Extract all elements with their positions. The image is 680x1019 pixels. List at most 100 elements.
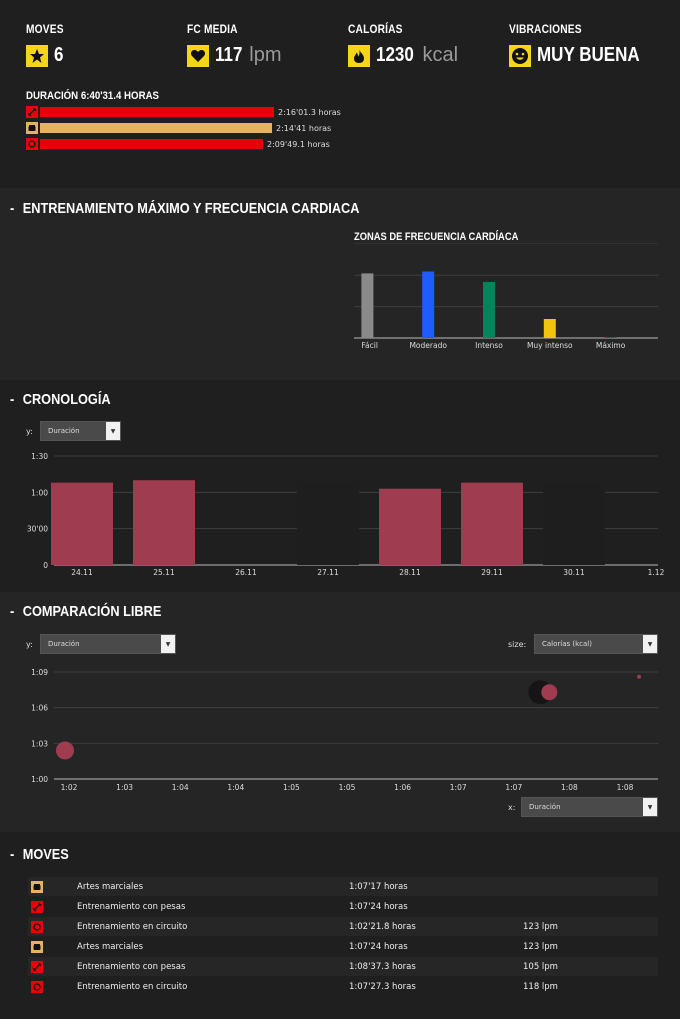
moves-section: - MOVES Artes marciales 1:07'17 horas Ent… <box>0 832 680 1019</box>
moves-stat: MOVES 6 <box>26 22 70 67</box>
duration-row: 2:09'49.1 horas <box>26 138 330 150</box>
fist-icon <box>26 122 38 134</box>
training-section-title[interactable]: - ENTRENAMIENTO MÁXIMO Y FRECUENCIA CARDI… <box>10 200 360 217</box>
collapse-icon[interactable]: - <box>10 391 15 408</box>
y-axis-selector-label: y: <box>26 640 33 649</box>
x-tick-label: 1:08 <box>561 783 578 792</box>
chronology-section: - CRONOLOGÍA y: Duración ▼ 0 30'00 1:00 1:30… <box>0 380 680 592</box>
zones-title: ZONAS DE FRECUENCIA CARDÍACA <box>354 231 519 243</box>
zone-bar <box>543 319 556 338</box>
y-tick-label: 1:09 <box>31 668 48 677</box>
y-axis-select-value: Duración <box>48 640 80 648</box>
zone-label: Muy intenso <box>527 341 573 350</box>
scatter-point <box>637 674 642 679</box>
star-icon <box>26 44 48 67</box>
flame-icon <box>348 44 370 67</box>
move-name: Artes marciales <box>77 941 144 952</box>
x-tick-label: 1:02 <box>61 783 78 792</box>
size-selector-label: size: <box>508 640 527 649</box>
duration-bar <box>40 123 272 133</box>
x-tick-label: 1:08 <box>617 783 634 792</box>
move-heart-rate: 123 lpm <box>523 921 558 932</box>
hr-value: 117 <box>215 44 243 66</box>
mood-stat: VIBRACIONES MUY BUENA <box>509 22 658 67</box>
move-heart-rate: 123 lpm <box>523 941 558 952</box>
move-row[interactable]: Entrenamiento en circuito 1:02'21.8 hora… <box>28 917 658 936</box>
move-row[interactable]: Entrenamiento en circuito 1:07'27.3 hora… <box>28 977 658 996</box>
move-duration: 1:07'24 horas <box>349 941 408 952</box>
collapse-icon[interactable]: - <box>10 846 15 863</box>
duration-bar <box>40 107 274 117</box>
calories-value: 1230 <box>376 44 414 66</box>
chevron-down-icon[interactable]: ▼ <box>643 635 657 653</box>
weights-icon <box>31 900 43 913</box>
chevron-down-icon[interactable]: ▼ <box>106 422 120 440</box>
duration-bar <box>133 480 195 565</box>
scatter-point <box>56 741 74 760</box>
chronology-section-title[interactable]: - CRONOLOGÍA <box>10 391 111 408</box>
moves-section-title[interactable]: - MOVES <box>10 846 69 863</box>
move-duration: 1:07'24 horas <box>349 901 408 912</box>
x-tick-label: 27.11 <box>317 568 339 577</box>
y-tick-label: 30'00 <box>27 525 48 534</box>
duration-bar <box>543 483 605 565</box>
moves-label: MOVES <box>26 22 64 36</box>
duration-bar <box>40 139 263 149</box>
hr-zones-chart: Fácil Moderado Intenso Muy intenso Máximo <box>354 243 658 350</box>
duration-bar <box>461 482 523 565</box>
move-row[interactable]: Entrenamiento con pesas 1:08'37.3 horas … <box>28 957 658 976</box>
move-duration: 1:02'21.8 horas <box>349 921 416 932</box>
moves-value: 6 <box>54 44 64 66</box>
summary-panel: MOVES 6 FC MEDIA 117 lpm CALORÍAS 1230 k… <box>0 0 680 188</box>
x-tick-label: 1:07 <box>450 783 467 792</box>
comparison-section-title[interactable]: - COMPARACIÓN LIBRE <box>10 603 162 620</box>
mood-label: VIBRACIONES <box>509 22 582 36</box>
move-heart-rate: 105 lpm <box>523 961 558 972</box>
zone-bar <box>483 281 495 338</box>
duration-text: 2:16'01.3 horas <box>278 107 341 117</box>
hr-unit: lpm <box>249 44 282 66</box>
move-row[interactable]: Artes marciales 1:07'17 horas <box>28 877 658 896</box>
move-row[interactable]: Artes marciales 1:07'24 horas 123 lpm <box>28 937 658 956</box>
x-tick-label: 1:04 <box>227 783 244 792</box>
x-tick-label: 1.12 <box>648 568 665 577</box>
circuit-icon <box>31 920 43 933</box>
duration-title: DURACIÓN 6:40'31.4 HORAS <box>26 90 160 102</box>
x-tick-label: 1:07 <box>505 783 522 792</box>
circuit-icon <box>26 138 38 150</box>
collapse-icon[interactable]: - <box>10 603 15 620</box>
y-tick-label: 0 <box>43 561 48 570</box>
calories-stat: CALORÍAS 1230 kcal <box>348 22 458 67</box>
collapse-icon[interactable]: - <box>10 200 15 217</box>
move-duration: 1:08'37.3 horas <box>349 961 416 972</box>
y-axis-select-value: Duración <box>48 427 80 435</box>
x-tick-label: 28.11 <box>399 568 421 577</box>
move-duration: 1:07'27.3 horas <box>349 981 416 992</box>
chevron-down-icon[interactable]: ▼ <box>161 635 175 653</box>
x-tick-label: 26.11 <box>235 568 257 577</box>
comparison-scatter-chart: 1:00 1:03 1:06 1:09 1:02 1:03 1:04 1:04 1:05 1:05… <box>31 668 658 792</box>
chevron-down-icon[interactable]: ▼ <box>643 798 657 816</box>
y-tick-label: 1:30 <box>31 452 48 461</box>
duration-row: 2:14'41 horas <box>26 122 331 134</box>
x-axis-select[interactable]: Duración ▼ <box>521 797 658 817</box>
zone-bar <box>361 273 374 338</box>
x-axis-selector-label: x: <box>508 803 516 812</box>
move-name: Entrenamiento con pesas <box>77 961 186 972</box>
weights-icon <box>31 960 43 973</box>
y-axis-select[interactable]: Duración ▼ <box>40 421 121 441</box>
size-select[interactable]: Calorías (kcal) ▼ <box>534 634 658 654</box>
zone-label: Fácil <box>361 341 378 350</box>
move-heart-rate: 118 lpm <box>523 981 558 992</box>
x-tick-label: 1:06 <box>394 783 411 792</box>
move-row[interactable]: Entrenamiento con pesas 1:07'24 horas <box>28 897 658 916</box>
chronology-chart: 0 30'00 1:00 1:30 24.11 25.11 26.11 27.11 28.11 2… <box>27 452 665 577</box>
y-tick-label: 1:00 <box>31 775 48 784</box>
move-name: Entrenamiento en circuito <box>77 981 188 992</box>
x-tick-label: 24.11 <box>71 568 93 577</box>
comparison-section: - COMPARACIÓN LIBRE y: Duración ▼ size: C… <box>0 592 680 832</box>
x-tick-label: 1:04 <box>172 783 189 792</box>
x-axis-select-value: Duración <box>529 803 561 811</box>
y-axis-select[interactable]: Duración ▼ <box>40 634 176 654</box>
x-tick-label: 29.11 <box>481 568 503 577</box>
